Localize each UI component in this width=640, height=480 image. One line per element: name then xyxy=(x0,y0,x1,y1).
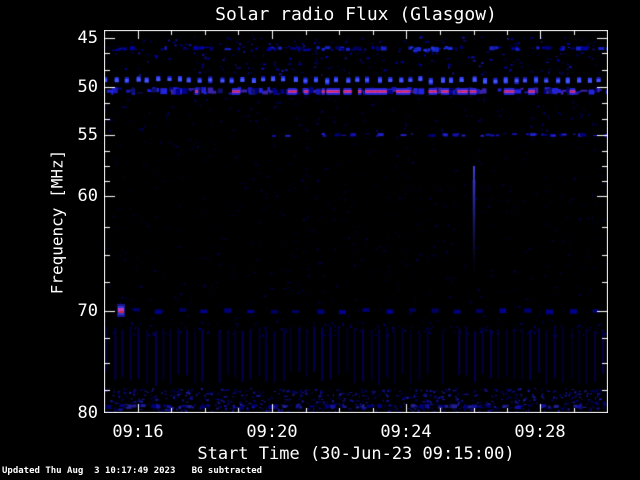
x-tick-label: 09:20 xyxy=(246,422,298,442)
spectrogram-canvas xyxy=(104,30,608,413)
y-tick-label: 50 xyxy=(77,77,98,97)
chart-title: Solar radio Flux (Glasgow) xyxy=(215,4,497,25)
x-axis-label: Start Time (30-Jun-23 09:15:00) xyxy=(197,444,515,464)
y-axis-label: Frequency [MHz] xyxy=(47,149,67,295)
x-tick-label: 09:24 xyxy=(380,422,432,442)
y-tick-label: 80 xyxy=(77,403,98,423)
x-tick-label: 09:16 xyxy=(112,422,164,442)
x-tick-label: 09:28 xyxy=(514,422,566,442)
y-tick-label: 70 xyxy=(77,301,98,321)
y-tick-label: 45 xyxy=(77,28,98,48)
y-tick-label: 60 xyxy=(77,186,98,206)
y-tick-label: 55 xyxy=(77,125,98,145)
updated-timestamp: Updated Thu Aug 3 10:17:49 2023 BG subtr… xyxy=(2,466,263,476)
